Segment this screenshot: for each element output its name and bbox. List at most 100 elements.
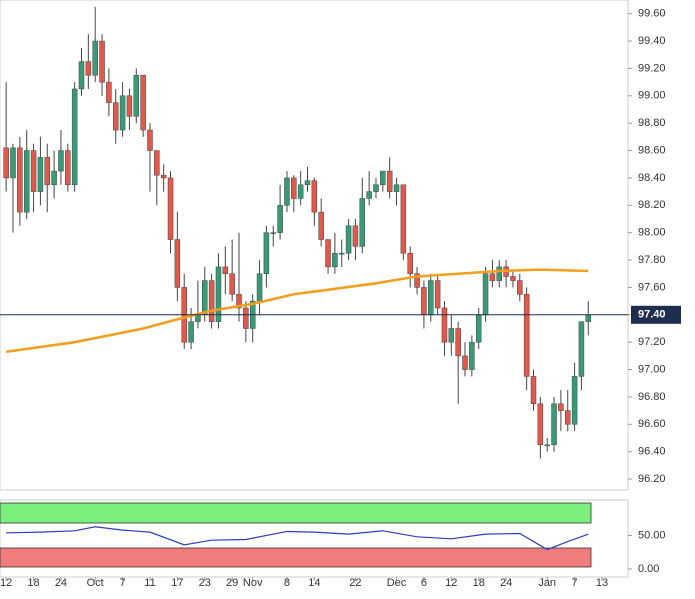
candle-body: [154, 150, 160, 176]
candle-body: [448, 328, 455, 343]
x-tick-label: 18: [27, 577, 39, 589]
y-tick-label: 99.20: [638, 62, 666, 74]
candle-body: [208, 280, 215, 322]
candle-body: [256, 273, 263, 302]
candle-body: [530, 376, 537, 405]
candle-body: [304, 180, 311, 186]
candle-body: [3, 147, 9, 179]
x-tick-label: 17: [171, 577, 183, 589]
candle-body: [160, 174, 167, 179]
candle-body: [318, 211, 324, 240]
candle-body: [434, 280, 441, 309]
candle-body: [400, 184, 407, 254]
candle-body: [325, 239, 331, 268]
candle-body: [112, 102, 119, 131]
candle-body: [202, 280, 208, 316]
y-tick-label: 98.20: [638, 199, 666, 211]
x-tick-label: 29: [226, 577, 238, 589]
candle-body: [544, 444, 550, 447]
candle-body: [291, 177, 297, 199]
line: [5, 268, 589, 354]
x-tick-label: Oct: [87, 577, 104, 589]
candle-body: [30, 150, 37, 192]
x-tick-label: 7: [120, 577, 126, 589]
x-tick-label: 7: [572, 577, 578, 589]
candle-body: [345, 225, 352, 254]
candle-body: [428, 280, 434, 316]
candle-body: [352, 225, 359, 247]
y-tick-label: 0.00: [638, 563, 659, 575]
candle-body: [510, 276, 516, 281]
candle-body: [167, 177, 174, 240]
x-tick-label: 22: [349, 577, 361, 589]
candle-body: [386, 170, 393, 192]
last-price-label: 97.40: [638, 309, 666, 321]
candle-body: [407, 252, 413, 274]
candle-body: [338, 252, 345, 255]
y-tick-label: 96.20: [638, 473, 666, 485]
candle-body: [564, 410, 571, 425]
candle-body: [475, 314, 482, 343]
candle-body: [523, 294, 530, 377]
candle-body: [222, 266, 229, 274]
candle-body: [441, 307, 448, 343]
candle-body: [571, 376, 578, 425]
y-tick-label: 98.60: [638, 144, 666, 156]
candle-body: [229, 273, 235, 295]
line: [6, 526, 589, 551]
y-tick-label: 96.80: [638, 391, 666, 403]
candle-body: [311, 180, 318, 213]
candle-body: [277, 205, 283, 233]
x-tick-label: 11: [144, 577, 155, 589]
candle-body: [106, 81, 112, 103]
candle-body: [517, 280, 523, 295]
candle-body: [51, 170, 57, 186]
candle-body: [359, 198, 366, 247]
candle-body: [126, 95, 133, 117]
lower-band: [0, 547, 592, 568]
y-tick-label: 96.40: [638, 446, 666, 458]
x-tick-label: Dec: [387, 577, 407, 589]
candle-body: [332, 252, 338, 268]
x-tick-label: 24: [55, 577, 67, 589]
candle-body: [215, 266, 222, 322]
x-tick-label: 8: [284, 577, 290, 589]
candle-body: [92, 40, 98, 76]
candle-body: [65, 150, 71, 186]
y-tick-label: 97.80: [638, 254, 666, 266]
candle-body: [537, 403, 544, 446]
candle-body: [133, 75, 140, 117]
candle-body: [17, 147, 23, 213]
candle-body: [482, 273, 489, 316]
y-tick-label: 50.00: [638, 529, 666, 541]
candle-body: [496, 266, 502, 281]
y-tick-label: 97.00: [638, 363, 666, 375]
candle-body: [469, 341, 475, 370]
candle-body: [270, 232, 277, 234]
candle-body: [236, 294, 242, 309]
candle-body: [455, 328, 461, 357]
candle-body: [78, 61, 85, 90]
y-tick-label: 99.00: [638, 90, 666, 102]
last-price-tag: [631, 305, 681, 324]
x-tick-label: 14: [308, 577, 320, 589]
candle-body: [71, 88, 78, 186]
candle-body: [174, 239, 181, 288]
candle-body: [578, 321, 585, 377]
candle-body: [284, 177, 290, 206]
y-tick-label: 98.80: [638, 117, 666, 129]
candle-body: [585, 314, 592, 322]
y-tick-label: 99.60: [638, 8, 666, 20]
candle-body: [44, 157, 51, 186]
x-tick-label: 6: [421, 577, 427, 589]
candle-body: [414, 273, 420, 288]
x-tick-label: Jan: [538, 577, 556, 589]
y-tick-label: 97.20: [638, 336, 666, 348]
candle-body: [551, 403, 557, 446]
y-tick-label: 98.00: [638, 227, 666, 239]
candle-body: [366, 191, 372, 199]
candle-body: [37, 157, 44, 192]
candle-body: [380, 170, 386, 186]
x-tick-label: 24: [500, 577, 512, 589]
x-tick-label: 12: [0, 577, 12, 589]
